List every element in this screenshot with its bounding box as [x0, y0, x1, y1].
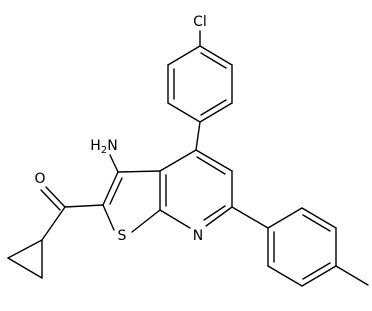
atom-label: H: [90, 138, 101, 154]
atom-label: N: [107, 138, 117, 154]
bonds: [7, 30, 369, 287]
atom-count: 2: [101, 145, 107, 156]
atom-label: N: [193, 228, 203, 244]
atom-label: Cl: [193, 14, 207, 30]
atom-label: S: [118, 228, 127, 244]
atom-label: O: [34, 171, 45, 187]
atom-label: H2N: [90, 138, 117, 156]
